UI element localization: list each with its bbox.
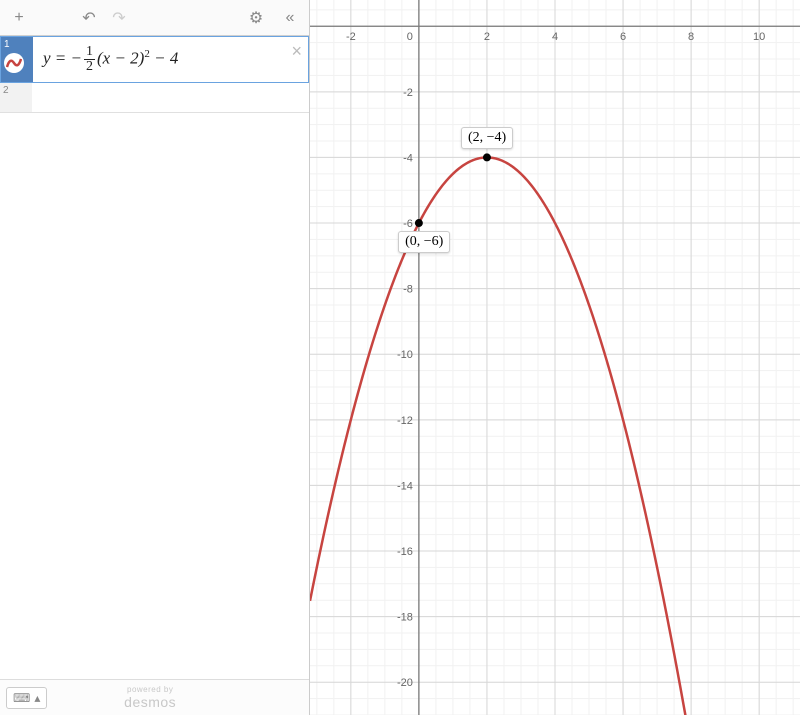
svg-text:0: 0	[407, 31, 413, 43]
expression-index: 1	[4, 39, 10, 50]
graph-panel[interactable]: -2 2 4 6 8 10 -2 -4 -6 -8 -10 -12 -14 -16 -18 -20 0 (2, …	[310, 0, 800, 715]
left-toolbar: + ↶ ↷ ⚙ «	[0, 0, 309, 36]
svg-text:-18: -18	[397, 612, 413, 624]
svg-text:2: 2	[484, 31, 490, 43]
undo-button[interactable]: ↶	[74, 3, 104, 33]
svg-text:10: 10	[753, 31, 765, 43]
keyboard-icon: ⌨	[13, 691, 30, 705]
svg-text:-8: -8	[403, 284, 413, 296]
point-label: (2, −4)	[461, 127, 513, 149]
settings-button[interactable]: ⚙	[241, 3, 271, 33]
app-root: + ↶ ↷ ⚙ « 1	[0, 0, 800, 715]
svg-text:6: 6	[620, 31, 626, 43]
svg-text:-2: -2	[346, 31, 356, 43]
svg-text:-12: -12	[397, 415, 413, 427]
expression-index: 2	[3, 85, 9, 96]
svg-text:-6: -6	[403, 218, 413, 230]
delete-expression-button[interactable]: ×	[291, 41, 302, 62]
expression-list: 1 y = −12(x − 2)2 − 4 × 2	[0, 36, 309, 679]
svg-text:-2: -2	[403, 87, 413, 99]
svg-text:-16: -16	[397, 546, 413, 558]
caret-up-icon: ▴	[34, 691, 40, 705]
svg-text:-14: -14	[397, 480, 413, 492]
add-expression-button[interactable]: +	[4, 3, 34, 33]
expression-panel: + ↶ ↷ ⚙ « 1	[0, 0, 310, 715]
expression-color-toggle[interactable]	[4, 53, 24, 73]
point-label: (0, −6)	[398, 231, 450, 253]
left-footer: ⌨ ▴ powered by desmos	[0, 679, 309, 715]
expression-row[interactable]: 1 y = −12(x − 2)2 − 4 ×	[0, 36, 309, 83]
redo-button[interactable]: ↷	[104, 3, 134, 33]
expression-gutter: 2	[0, 83, 32, 112]
main-area: + ↶ ↷ ⚙ « 1	[0, 0, 800, 715]
expression-input[interactable]: y = −12(x − 2)2 − 4	[33, 37, 308, 82]
svg-text:8: 8	[688, 31, 694, 43]
svg-text:4: 4	[552, 31, 558, 43]
graph-svg: -2 2 4 6 8 10 -2 -4 -6 -8 -10 -12 -14 -16 -18 -20 0	[310, 0, 800, 715]
svg-text:-4: -4	[403, 152, 413, 164]
expression-row[interactable]: 2	[0, 83, 309, 113]
expression-gutter: 1	[1, 37, 33, 82]
expression-input[interactable]	[32, 83, 309, 112]
svg-text:-10: -10	[397, 349, 413, 361]
svg-text:-20: -20	[397, 677, 413, 689]
wave-icon	[6, 55, 22, 71]
collapse-panel-button[interactable]: «	[275, 3, 305, 33]
powered-by-label: powered by desmos	[47, 685, 253, 710]
keyboard-toggle-button[interactable]: ⌨ ▴	[6, 687, 47, 709]
